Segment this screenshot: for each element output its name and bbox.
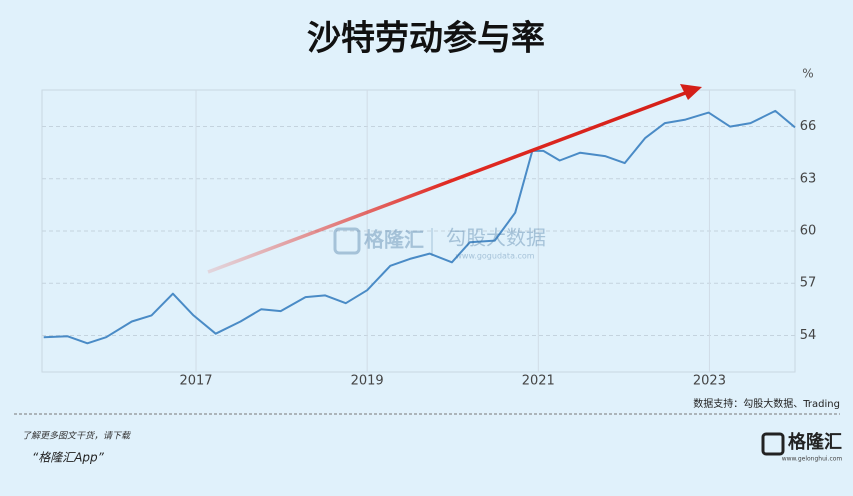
watermark-logo (333, 227, 361, 255)
footer-app: “格隆汇App” (32, 451, 105, 465)
x-tick-label: 2017 (179, 374, 212, 389)
data-line (43, 109, 796, 345)
y-tick-label: 60 (800, 224, 817, 239)
y-unit: % (802, 67, 813, 81)
footer-logo-icon (761, 432, 785, 456)
watermark-url: www.gogudata.com (455, 252, 534, 261)
watermark-name: 勾股大数据 (446, 226, 546, 250)
x-tick-label: 2023 (693, 374, 726, 389)
chart-title: 沙特劳动参与率 (307, 19, 545, 59)
footer-logo: 格隆汇 (788, 431, 842, 453)
y-tick-label: 57 (800, 276, 817, 291)
x-tick-label: 2021 (522, 374, 555, 389)
watermark-brand: 格隆汇 (364, 228, 424, 252)
y-tick-label: 66 (800, 119, 817, 134)
footer-logo-url: www.gelonghui.com (782, 456, 843, 463)
trend-arrowhead (680, 84, 702, 100)
x-tick-label: 2019 (351, 374, 384, 389)
y-tick-label: 63 (800, 171, 817, 186)
plot-area: 54 57 60 63 66 2017 2019 2021 2023 (41, 89, 817, 389)
y-tick-label: 54 (800, 328, 817, 343)
footer-prompt: 了解更多图文干货，请下载 (22, 431, 131, 442)
source: 数据支持：勾股大数据、Trading (693, 397, 840, 410)
watermark: 格隆汇 勾股大数据 www.gogudata.com (333, 226, 546, 261)
trend-arrow (207, 90, 689, 274)
